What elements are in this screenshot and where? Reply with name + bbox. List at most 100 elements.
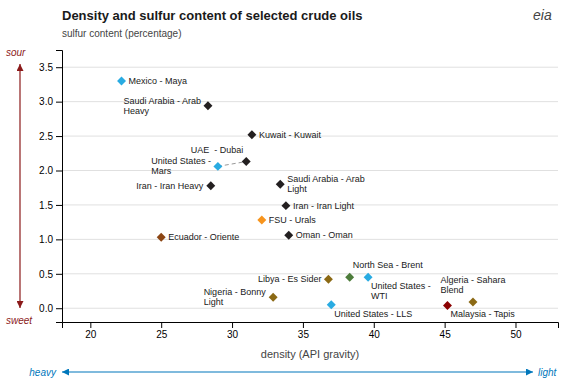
y-tick-label: 3.0	[39, 96, 53, 107]
point	[324, 275, 333, 284]
x-tick-mark	[445, 322, 446, 328]
point-label: Kuwait - Kuwait	[259, 130, 322, 140]
x-tick-mark	[232, 322, 233, 328]
y-tick-mark	[56, 239, 62, 240]
point-label-line: Iran - Iran Heavy	[136, 181, 204, 191]
point-label-line: Libya - Es Sider	[258, 274, 322, 284]
y-tick-label: 1.0	[39, 234, 53, 245]
point-label-line: Kuwait - Kuwait	[259, 130, 322, 140]
point-label: Algeria - SaharaBlend	[440, 275, 505, 295]
point-label-line: Malaysia - Tapis	[450, 309, 515, 319]
x-tick-mark	[515, 322, 516, 328]
point-label: Nigeria - BonnyLight	[204, 287, 267, 307]
point-label: Ecuador - Oriente	[168, 232, 239, 242]
point-label-line: Light	[204, 297, 224, 307]
connector-line	[218, 162, 246, 167]
x-tick-label: 40	[369, 329, 381, 340]
point-label-line: Saudi Arabia - Arab	[287, 174, 365, 184]
point-label-line: United States -	[151, 156, 211, 166]
x-tick-label: 20	[85, 329, 97, 340]
x-axis-title: density (API gravity)	[261, 348, 359, 360]
y-tick-mark	[56, 67, 62, 68]
y-arrow-low: sweet	[6, 315, 33, 326]
point-labels: Mexico - MayaSaudi Arabia - ArabHeavyKuw…	[123, 76, 515, 319]
point-label-line: United States - LLS	[334, 309, 412, 319]
point-label-line: United States -	[371, 281, 431, 291]
y-tick: 2.0	[39, 165, 62, 176]
x-tick: 20	[85, 322, 97, 340]
y-tick: 3.0	[39, 96, 62, 107]
x-axis-line	[63, 323, 559, 329]
y-tick: 0.5	[39, 268, 62, 279]
point-label-line: WTI	[371, 291, 388, 301]
y-axis: 0.0 0.5 1.0 1.5 2.0 2.5 3.0 3.5	[39, 51, 62, 323]
y-tick: 2.5	[39, 131, 62, 142]
point-label: North Sea - Brent	[353, 260, 424, 270]
point-label: United States -Mars	[151, 156, 211, 176]
x-axis: 20 25 30 35 40 45 50	[63, 322, 559, 340]
x-tick-label: 45	[440, 329, 452, 340]
point	[157, 233, 166, 242]
point-label: Saudi Arabia - ArabHeavy	[123, 96, 201, 116]
plot-area	[117, 77, 477, 310]
x-tick: 25	[156, 322, 168, 340]
point	[203, 101, 212, 110]
y-tick-mark	[56, 102, 62, 103]
x-tick-mark	[303, 322, 304, 328]
point-label: UAE - Dubai	[191, 145, 244, 155]
y-tick-label: 3.5	[39, 62, 53, 73]
x-tick: 35	[298, 322, 310, 340]
x-arrow	[62, 371, 533, 372]
y-tick-mark	[56, 171, 62, 172]
point-label: FSU - Urals	[269, 215, 316, 225]
point-label: Saudi Arabia - ArabLight	[287, 174, 365, 194]
point-label-line: Saudi Arabia - Arab	[123, 96, 201, 106]
subtitle: sulfur content (percentage)	[62, 28, 182, 39]
point	[281, 201, 290, 210]
point-label: Libya - Es Sider	[258, 274, 322, 284]
point-label: Malaysia - Tapis	[450, 309, 515, 319]
x-tick-mark	[374, 322, 375, 328]
point	[284, 231, 293, 240]
x-tick: 30	[227, 322, 239, 340]
logo: eia	[533, 7, 552, 23]
point	[468, 298, 477, 307]
y-tick-label: 0.5	[39, 268, 53, 279]
x-tick-label: 35	[298, 329, 310, 340]
point-label: Oman - Oman	[296, 230, 353, 240]
y-tick: 1.5	[39, 200, 62, 211]
point-label-line: Blend	[440, 285, 463, 295]
y-tick: 0.0	[39, 303, 62, 314]
x-tick: 50	[510, 322, 522, 340]
grid	[62, 67, 558, 308]
x-arrow-high: light	[538, 367, 558, 378]
point-label: Iran - Iran Heavy	[136, 181, 204, 191]
point	[206, 181, 215, 190]
y-tick: 1.0	[39, 234, 62, 245]
point	[276, 180, 285, 189]
point-label-line: Mars	[151, 166, 171, 176]
point	[242, 157, 251, 166]
x-arrow-low: heavy	[29, 367, 57, 378]
y-tick-label: 1.5	[39, 200, 53, 211]
x-tick-mark	[161, 322, 162, 328]
point-label-line: Light	[287, 184, 307, 194]
point-label-line: UAE - Dubai	[191, 145, 244, 155]
point-label-line: Ecuador - Oriente	[168, 232, 239, 242]
y-tick-mark	[56, 308, 62, 309]
point-label: Iran - Iran Light	[293, 201, 355, 211]
point-label-line: Oman - Oman	[296, 230, 353, 240]
point	[345, 273, 354, 282]
grid-line	[62, 67, 558, 68]
point-label: United States - LLS	[334, 309, 412, 319]
title: Density and sulfur content of selected c…	[62, 8, 363, 23]
point	[257, 216, 266, 225]
point-label-line: North Sea - Brent	[353, 260, 424, 270]
y-axis-line	[56, 51, 63, 323]
point-label-line: Nigeria - Bonny	[204, 287, 267, 297]
y-tick-label: 0.0	[39, 303, 53, 314]
point-label-line: FSU - Urals	[269, 215, 316, 225]
x-tick-mark	[90, 322, 91, 328]
point-label-line: Iran - Iran Light	[293, 201, 355, 211]
point	[117, 77, 126, 86]
